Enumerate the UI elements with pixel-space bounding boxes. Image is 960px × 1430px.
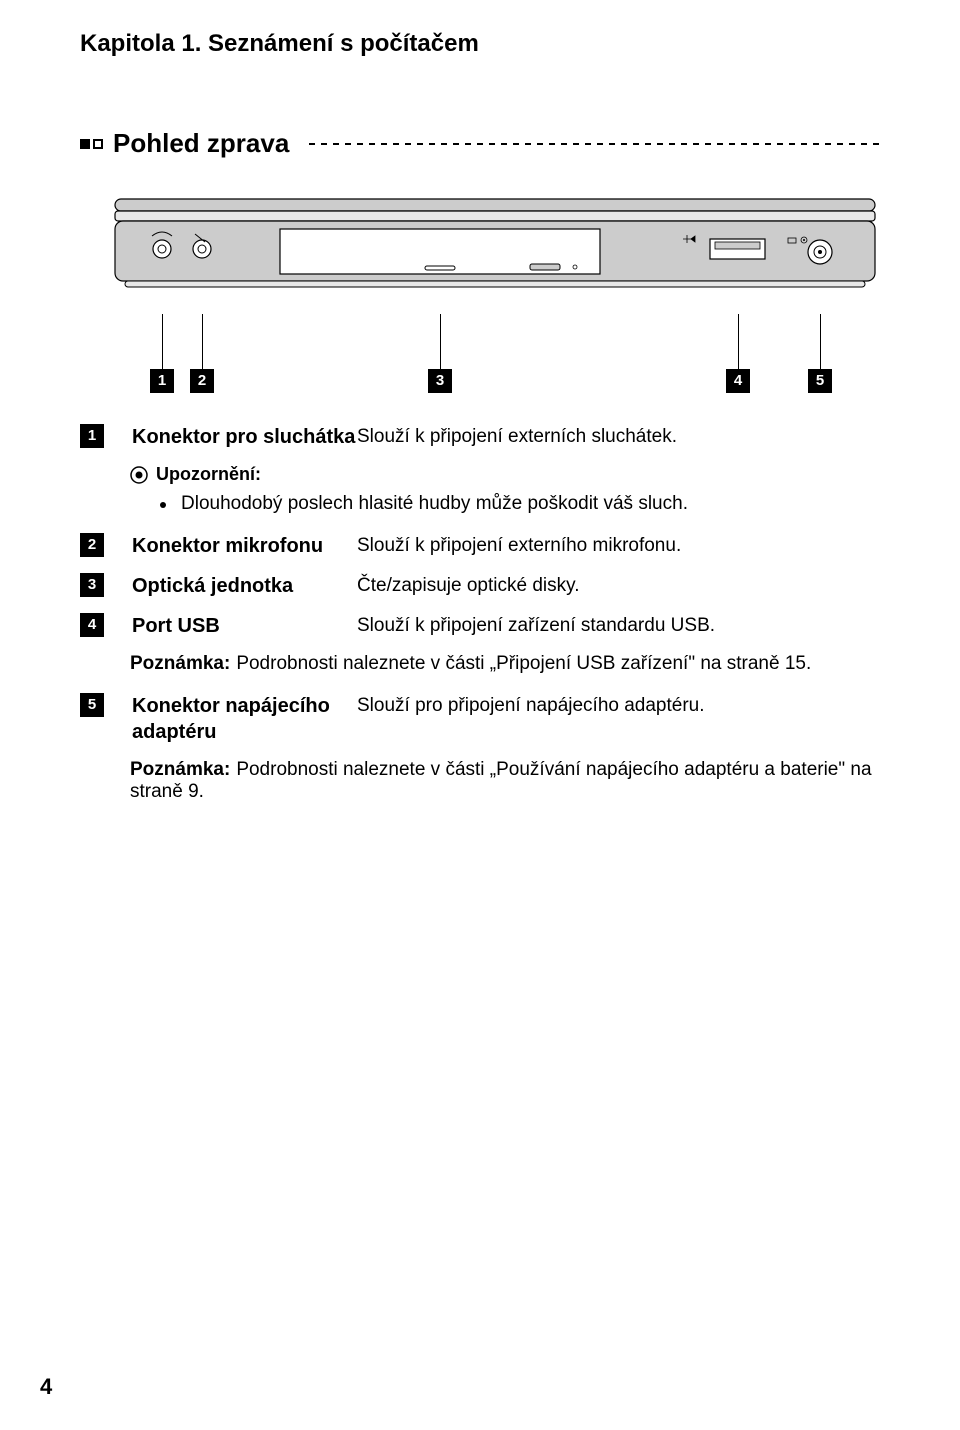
item-label: Optická jednotka bbox=[132, 573, 357, 599]
note-block-1: Poznámka: Podrobnosti naleznete v části „… bbox=[130, 653, 885, 675]
item-desc: Čte/zapisuje optické disky. bbox=[357, 573, 885, 599]
chapter-title: Kapitola 1. Seznámení s počítačem bbox=[80, 30, 885, 58]
item-number: 1 bbox=[80, 424, 104, 448]
warning-block: Upozornění: Dlouhodobý poslech hlasité h… bbox=[130, 464, 885, 515]
callout-5: 5 bbox=[808, 369, 832, 393]
item-row-1: 1 Konektor pro sluchátka Slouží k připoj… bbox=[80, 424, 885, 450]
warning-title: Upozornění: bbox=[156, 464, 261, 485]
item-desc: Slouží k připojení externích sluchátek. bbox=[357, 424, 885, 450]
item-row-2: 2 Konektor mikrofonu Slouží k připojení … bbox=[80, 533, 885, 559]
callout-4: 4 bbox=[726, 369, 750, 393]
item-desc: Slouží pro připojení napájecího adaptéru… bbox=[357, 693, 885, 745]
diagram-callouts: 1 2 3 4 5 bbox=[110, 314, 885, 404]
note-text: Podrobnosti naleznete v části „Připojení… bbox=[236, 653, 811, 674]
item-number: 4 bbox=[80, 613, 104, 637]
callout-1: 1 bbox=[150, 369, 174, 393]
page-number: 4 bbox=[40, 1374, 52, 1400]
section-heading-row: Pohled zprava bbox=[80, 128, 885, 159]
item-label: Port USB bbox=[132, 613, 357, 639]
laptop-side-diagram bbox=[110, 194, 880, 309]
note-label: Poznámka: bbox=[130, 759, 230, 780]
item-desc: Slouží k připojení zařízení standardu US… bbox=[357, 613, 885, 639]
item-label: Konektor pro sluchátka bbox=[132, 424, 357, 450]
warning-text-content: Dlouhodobý poslech hlasité hudby může po… bbox=[181, 493, 688, 515]
section-dash-line bbox=[309, 143, 885, 145]
note-block-2: Poznámka:Podrobnosti naleznete v části „… bbox=[130, 759, 885, 803]
section-bullet-icon bbox=[80, 139, 103, 149]
section-title: Pohled zprava bbox=[113, 128, 289, 159]
item-number: 3 bbox=[80, 573, 104, 597]
note-text: Podrobnosti naleznete v části „Používání… bbox=[130, 759, 872, 802]
callout-2: 2 bbox=[190, 369, 214, 393]
item-number: 5 bbox=[80, 693, 104, 717]
warning-icon bbox=[130, 466, 148, 484]
item-row-3: 3 Optická jednotka Čte/zapisuje optické … bbox=[80, 573, 885, 599]
warning-text: Dlouhodobý poslech hlasité hudby může po… bbox=[160, 493, 885, 515]
item-desc: Slouží k připojení externího mikrofonu. bbox=[357, 533, 885, 559]
item-number: 2 bbox=[80, 533, 104, 557]
note-label: Poznámka: bbox=[130, 653, 230, 674]
item-label: Konektor mikrofonu bbox=[132, 533, 357, 559]
item-row-4: 4 Port USB Slouží k připojení zařízení s… bbox=[80, 613, 885, 639]
callout-3: 3 bbox=[428, 369, 452, 393]
item-row-5: 5 Konektor napájecího adaptéru Slouží pr… bbox=[80, 693, 885, 745]
item-label: Konektor napájecího adaptéru bbox=[132, 693, 357, 745]
